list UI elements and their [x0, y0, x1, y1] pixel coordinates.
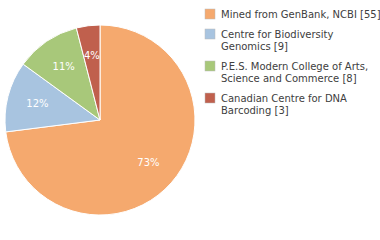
legend-swatch: [205, 29, 215, 39]
data-labels: 73% 12% 11% 4%: [26, 50, 159, 168]
legend-label: Mined from GenBank, NCBI [55]: [221, 9, 380, 20]
legend-label: P.E.S. Modern College of Arts,Science an…: [221, 61, 368, 84]
data-label: 73%: [137, 157, 159, 168]
legend-swatch: [205, 9, 215, 19]
legend: Mined from GenBank, NCBI [55] Centre for …: [205, 9, 380, 116]
data-label: 12%: [26, 98, 48, 109]
chart: 73% 12% 11% 4% Mined from GenBank, NCBI [55]…: [0, 0, 380, 240]
pie-slice: [6, 25, 195, 215]
legend-swatch: [205, 93, 215, 103]
data-label: 11%: [53, 61, 75, 72]
chart-container: 73% 12% 11% 4% Mined from GenBank, NCBI [55]…: [0, 0, 380, 240]
legend-label: Canadian Centre for DNABarcoding [3]: [221, 93, 347, 116]
legend-swatch: [205, 61, 215, 71]
data-label: 4%: [84, 50, 100, 61]
pie: [5, 25, 195, 215]
legend-label: Centre for BiodiversityGenomics [9]: [221, 29, 334, 52]
pie-slice: [76, 25, 100, 120]
